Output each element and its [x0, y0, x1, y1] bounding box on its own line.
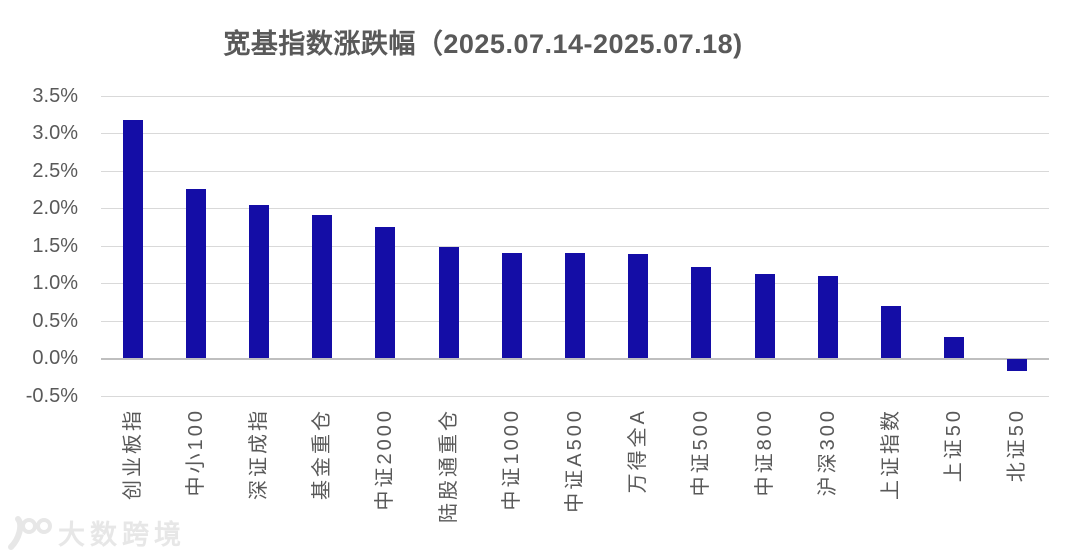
gridline [101, 208, 1049, 209]
x-axis-category-label: 万得全A [627, 408, 650, 494]
bar [691, 266, 712, 358]
y-axis-tick-label: 0.5% [32, 309, 78, 332]
x-axis-category-label: 中证A500 [564, 408, 586, 513]
x-axis-category-label: 中小100 [184, 408, 207, 497]
x-axis-line [101, 357, 1049, 360]
bar [628, 253, 649, 358]
bar [185, 188, 206, 358]
x-axis-category-label: 上证指数 [880, 408, 902, 500]
gridline [101, 245, 1049, 247]
bar [565, 253, 585, 358]
x-axis-category-label: 北证50 [1006, 408, 1029, 483]
bar [249, 205, 269, 358]
y-axis-tick-label: 1.5% [32, 234, 78, 257]
y-axis-tick-label: -0.5% [25, 384, 78, 407]
bar [312, 214, 333, 358]
x-axis-category-label: 中证2000 [374, 408, 397, 511]
y-axis-tick-label: 3.5% [32, 84, 78, 107]
y-axis-tick-label: 1.0% [32, 272, 78, 294]
bar [754, 274, 775, 358]
watermark: 大数跨境 [6, 513, 186, 552]
bar [1007, 359, 1028, 371]
y-axis-tick-label: 2.0% [32, 197, 78, 219]
bar [944, 337, 965, 358]
x-axis-category-label: 陆股通重仓 [437, 408, 460, 523]
y-axis-tick-label: 2.5% [32, 159, 78, 182]
x-axis-category-label: 上证50 [943, 408, 966, 483]
bar [881, 306, 901, 358]
x-axis-category-label: 中证1000 [500, 408, 523, 511]
x-axis-category-label: 中证500 [690, 408, 713, 497]
chart-title: 宽基指数涨跌幅（2025.07.14-2025.07.18) [223, 29, 743, 59]
bar [501, 253, 522, 358]
gridline [101, 170, 1049, 172]
gridline [101, 133, 1049, 134]
x-axis-category-label: 沪深300 [816, 408, 839, 497]
watermark-brand-text: 大数跨境 [58, 520, 186, 550]
bar [817, 276, 838, 358]
x-axis-category-label: 深证成指 [248, 408, 270, 500]
bar [375, 226, 396, 358]
x-axis-category-label: 基金重仓 [311, 408, 334, 500]
y-axis-tick-label: 0.0% [32, 347, 78, 369]
y-axis-tick-label: 3.0% [32, 122, 78, 144]
bar [122, 120, 143, 358]
gridline [101, 395, 1049, 397]
gridline [101, 95, 1049, 97]
watermark-logo-icon [8, 515, 52, 550]
x-axis-category-label: 中证800 [753, 408, 776, 497]
bar [438, 247, 459, 358]
